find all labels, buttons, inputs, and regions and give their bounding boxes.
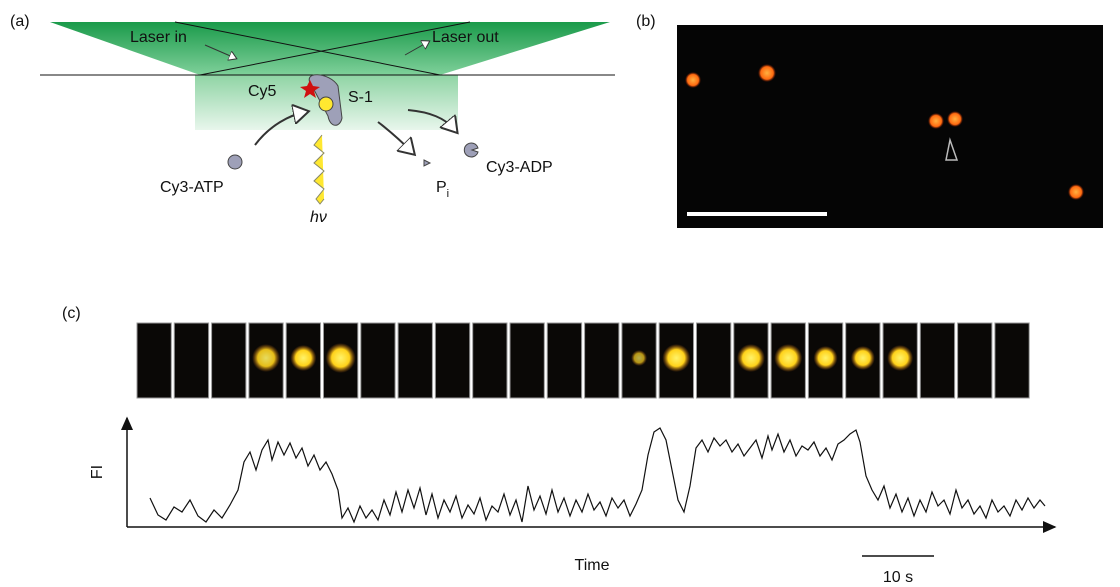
- panel-a: (a) Laser in Laser out Cy5 S-1 Cy3-ATP P…: [10, 13, 615, 226]
- beam-edge: [199, 21, 471, 76]
- frame: [360, 322, 396, 399]
- frame-spot: [290, 345, 317, 371]
- frame: [546, 322, 583, 399]
- frame: [994, 322, 1030, 399]
- frame: [136, 322, 172, 399]
- spot: [758, 64, 776, 82]
- cy3-adp-label: Cy3-ADP: [486, 159, 553, 176]
- panel-label: (c): [62, 305, 81, 322]
- frame: [957, 322, 993, 399]
- frame-spot: [850, 346, 875, 370]
- cy5-label: Cy5: [248, 83, 277, 100]
- frame: [584, 322, 620, 399]
- frame-spot: [662, 344, 691, 372]
- beam-edge: [174, 21, 441, 76]
- panel-b: (b): [636, 13, 1103, 228]
- frame: [919, 322, 956, 399]
- cy3-adp: [463, 142, 479, 158]
- laser-beam: [50, 22, 610, 75]
- frame: [509, 322, 545, 399]
- arrow: [377, 121, 412, 152]
- p-label: Pi: [436, 179, 449, 200]
- spot: [947, 111, 963, 127]
- frame-spot: [774, 344, 803, 372]
- spot: [1068, 184, 1084, 200]
- panel-label: (b): [636, 13, 656, 30]
- arrow: [254, 112, 305, 146]
- laser-in-label: Laser in: [130, 29, 187, 46]
- pointer: [945, 137, 959, 161]
- frame-spot: [887, 345, 914, 371]
- cy3-atp-label: Cy3-ATP: [160, 179, 224, 196]
- frame-spot: [813, 346, 838, 370]
- pi: [423, 159, 432, 167]
- scale-bar: [687, 212, 827, 216]
- y-axis-label: FI: [89, 465, 106, 479]
- photon: [313, 134, 325, 205]
- arrow: [404, 42, 428, 56]
- hv-label: hν: [310, 209, 327, 226]
- scale-bar-label: 10 s: [883, 569, 913, 586]
- frame-spot: [631, 350, 648, 366]
- frame: [173, 322, 210, 399]
- x-axis-label: Time: [575, 557, 610, 574]
- micrograph: [677, 25, 1103, 228]
- arrow: [407, 109, 455, 130]
- filmstrip: [136, 322, 1030, 399]
- frame-spot: [252, 344, 281, 372]
- s1-label: S-1: [348, 89, 373, 106]
- laser-out-label: Laser out: [432, 29, 499, 46]
- spot: [928, 113, 944, 129]
- frame: [397, 322, 433, 399]
- frame-spot: [736, 344, 765, 372]
- intensity-trace: [149, 427, 1046, 524]
- spot: [685, 72, 701, 88]
- cy3-atp: [227, 154, 243, 170]
- frame: [472, 322, 508, 399]
- frame: [211, 322, 247, 399]
- atp-site: [318, 96, 334, 112]
- frame-spot: [325, 343, 356, 373]
- cy5-dye: [300, 80, 320, 98]
- panel-c: (c) FI Time 10 s: [62, 305, 1057, 586]
- panel-label: (a): [10, 13, 30, 30]
- arrow: [204, 44, 235, 58]
- frame: [696, 322, 732, 399]
- frame: [434, 322, 471, 399]
